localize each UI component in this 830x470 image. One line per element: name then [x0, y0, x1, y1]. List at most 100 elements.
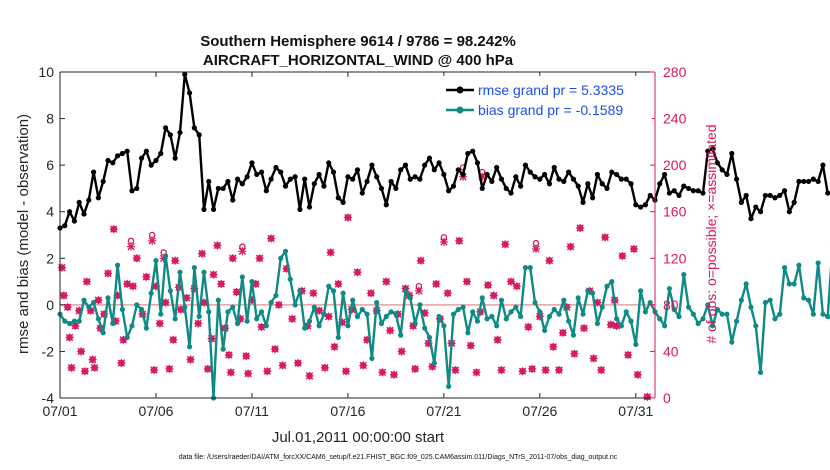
bias-point: [753, 323, 759, 329]
x-tick-label: 07/06: [138, 403, 173, 419]
bias-point: [254, 316, 260, 322]
rmse-point: [316, 171, 322, 178]
bias-point: [436, 313, 442, 320]
bias-point: [76, 318, 82, 324]
rmse-point: [700, 190, 706, 196]
obs-assimilated-marker: [555, 366, 564, 375]
obs-assimilated-marker: [267, 234, 276, 243]
bias-point: [805, 297, 812, 303]
rmse-point: [417, 176, 423, 182]
rmse-point: [681, 183, 687, 189]
obs-assimilated-marker: [493, 335, 502, 344]
rmse-point: [201, 206, 207, 212]
obs-assimilated-marker: [501, 240, 510, 249]
rmse-point: [772, 195, 778, 201]
bias-point: [551, 306, 557, 313]
bias-point: [374, 299, 380, 306]
rmse-point: [585, 181, 591, 187]
bias-point: [791, 281, 797, 287]
bias-point: [398, 332, 404, 338]
bias-point: [820, 311, 826, 317]
rmse-point: [86, 197, 92, 203]
rmse-point: [522, 162, 529, 168]
rmse-point: [532, 174, 538, 180]
bias-point: [426, 334, 433, 341]
obs-assimilated-marker: [589, 354, 598, 363]
rmse-point: [638, 204, 644, 210]
obs-assimilated-marker: [601, 233, 610, 242]
bias-point: [642, 309, 649, 315]
bias-point: [244, 318, 250, 324]
bias-point: [638, 288, 644, 294]
bias-point: [801, 295, 807, 301]
rmse-point: [249, 160, 255, 166]
rmse-point: [374, 174, 380, 180]
rmse-point: [628, 181, 634, 187]
bias-point: [690, 311, 696, 317]
rmse-point: [402, 162, 409, 168]
rmse-point: [210, 206, 217, 212]
rmse-point: [441, 171, 447, 178]
obs-assimilated-marker: [119, 335, 128, 344]
rmse-point: [479, 185, 485, 192]
rmse-point: [364, 178, 370, 185]
chart-title-line1: Southern Hemisphere 9614 / 9786 = 98.242…: [200, 33, 516, 50]
data-file-footer: data file: /Users/raeder/DAI/ATM_forcXX/…: [179, 454, 618, 461]
rmse-point: [676, 192, 682, 199]
x-tick-label: 07/01: [42, 403, 77, 419]
obs-assimilated-marker: [353, 268, 362, 277]
rmse-point: [105, 157, 111, 164]
bias-point: [335, 334, 341, 341]
bias-point: [186, 344, 193, 350]
bias-point: [513, 304, 519, 310]
bias-point: [527, 265, 533, 271]
rmse-point: [671, 188, 677, 194]
rmse-point: [186, 90, 193, 96]
rmse-point: [494, 164, 500, 171]
y-left-tick-label: 2: [46, 250, 54, 266]
obs-assimilated-marker: [389, 370, 398, 379]
rmse-point: [206, 178, 212, 185]
rmse-point: [321, 183, 327, 189]
rmse-point: [378, 185, 385, 192]
bias-point: [594, 320, 601, 327]
rmse-point: [590, 195, 596, 201]
rmse-point: [311, 181, 317, 187]
obs-assimilated-marker: [171, 256, 180, 265]
rmse-series: [57, 71, 830, 231]
bias-point: [647, 299, 653, 306]
y-left-tick-label: -2: [42, 343, 55, 359]
bias-point: [114, 262, 121, 268]
rmse-point: [781, 188, 788, 194]
rmse-point: [114, 153, 121, 159]
rmse-point: [273, 164, 279, 171]
obs-assimilated-marker: [128, 282, 137, 291]
bias-point: [575, 295, 581, 301]
bias-point: [628, 318, 634, 324]
rmse-point: [81, 211, 87, 217]
obs-assimilated-marker: [624, 350, 633, 359]
obs-assimilated-marker: [109, 225, 118, 234]
obs-assimilated-marker: [148, 236, 157, 245]
rmse-point: [810, 176, 816, 182]
bias-point: [134, 302, 140, 308]
bias-point: [623, 309, 629, 315]
rmse-point: [422, 162, 428, 168]
obs-assimilated-marker: [416, 256, 425, 265]
bias-point: [522, 265, 529, 271]
rmse-point: [455, 167, 461, 173]
y-right-tick-label: 200: [663, 157, 687, 173]
rmse-point: [498, 176, 505, 182]
legend-box: [440, 76, 652, 124]
bias-point: [249, 278, 255, 285]
obs-assimilated-marker: [532, 244, 540, 253]
obs-assimilated-marker: [59, 291, 68, 300]
bias-point: [383, 313, 389, 320]
obs-assimilated-marker: [165, 364, 174, 373]
bias-point: [685, 304, 692, 310]
bias-point: [738, 297, 744, 303]
rmse-point: [614, 171, 620, 178]
obs-assimilated-marker: [466, 341, 475, 350]
rmse-point: [124, 148, 130, 154]
obs-assimilated-marker: [65, 333, 74, 342]
